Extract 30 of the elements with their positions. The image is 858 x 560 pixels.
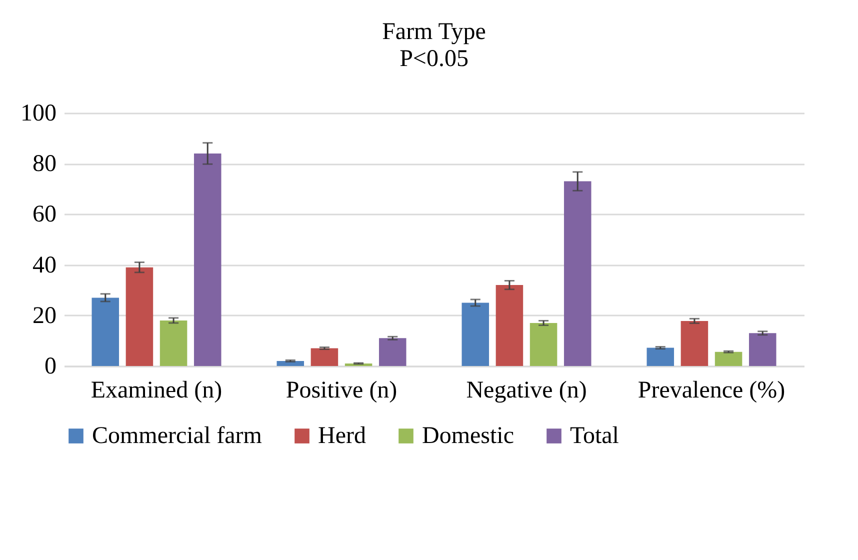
legend-label: Commercial farm [92,423,262,449]
legend-label: Total [570,423,620,449]
bar [680,320,708,366]
y-tick-label: 80 [32,151,56,178]
y-tick-label: 0 [44,354,56,380]
chart-subtitle: P<0.05 [400,46,468,72]
bar [160,320,188,366]
y-tick-label: 100 [20,100,56,126]
chart-title: Farm Type [382,19,486,45]
bar [310,348,338,366]
bar [194,153,222,366]
bar [748,333,776,366]
y-tick-label: 60 [32,202,56,228]
bar [564,181,592,366]
bar [378,338,406,366]
y-tick-label: 40 [32,252,56,278]
bar [530,322,558,366]
x-tick-label: Examined (n) [90,378,222,404]
x-tick-label: Prevalence (%) [638,378,786,404]
y-tick-label: 20 [32,302,56,329]
bar [496,285,524,366]
bar [126,267,154,366]
bar [714,352,742,366]
bar [92,298,120,366]
bar [646,348,674,366]
bar [462,302,490,366]
x-tick-label: Negative (n) [466,378,587,404]
legend-label: Herd [318,423,366,449]
legend-label: Domestic [422,423,514,449]
x-tick-label: Positive (n) [286,378,398,404]
